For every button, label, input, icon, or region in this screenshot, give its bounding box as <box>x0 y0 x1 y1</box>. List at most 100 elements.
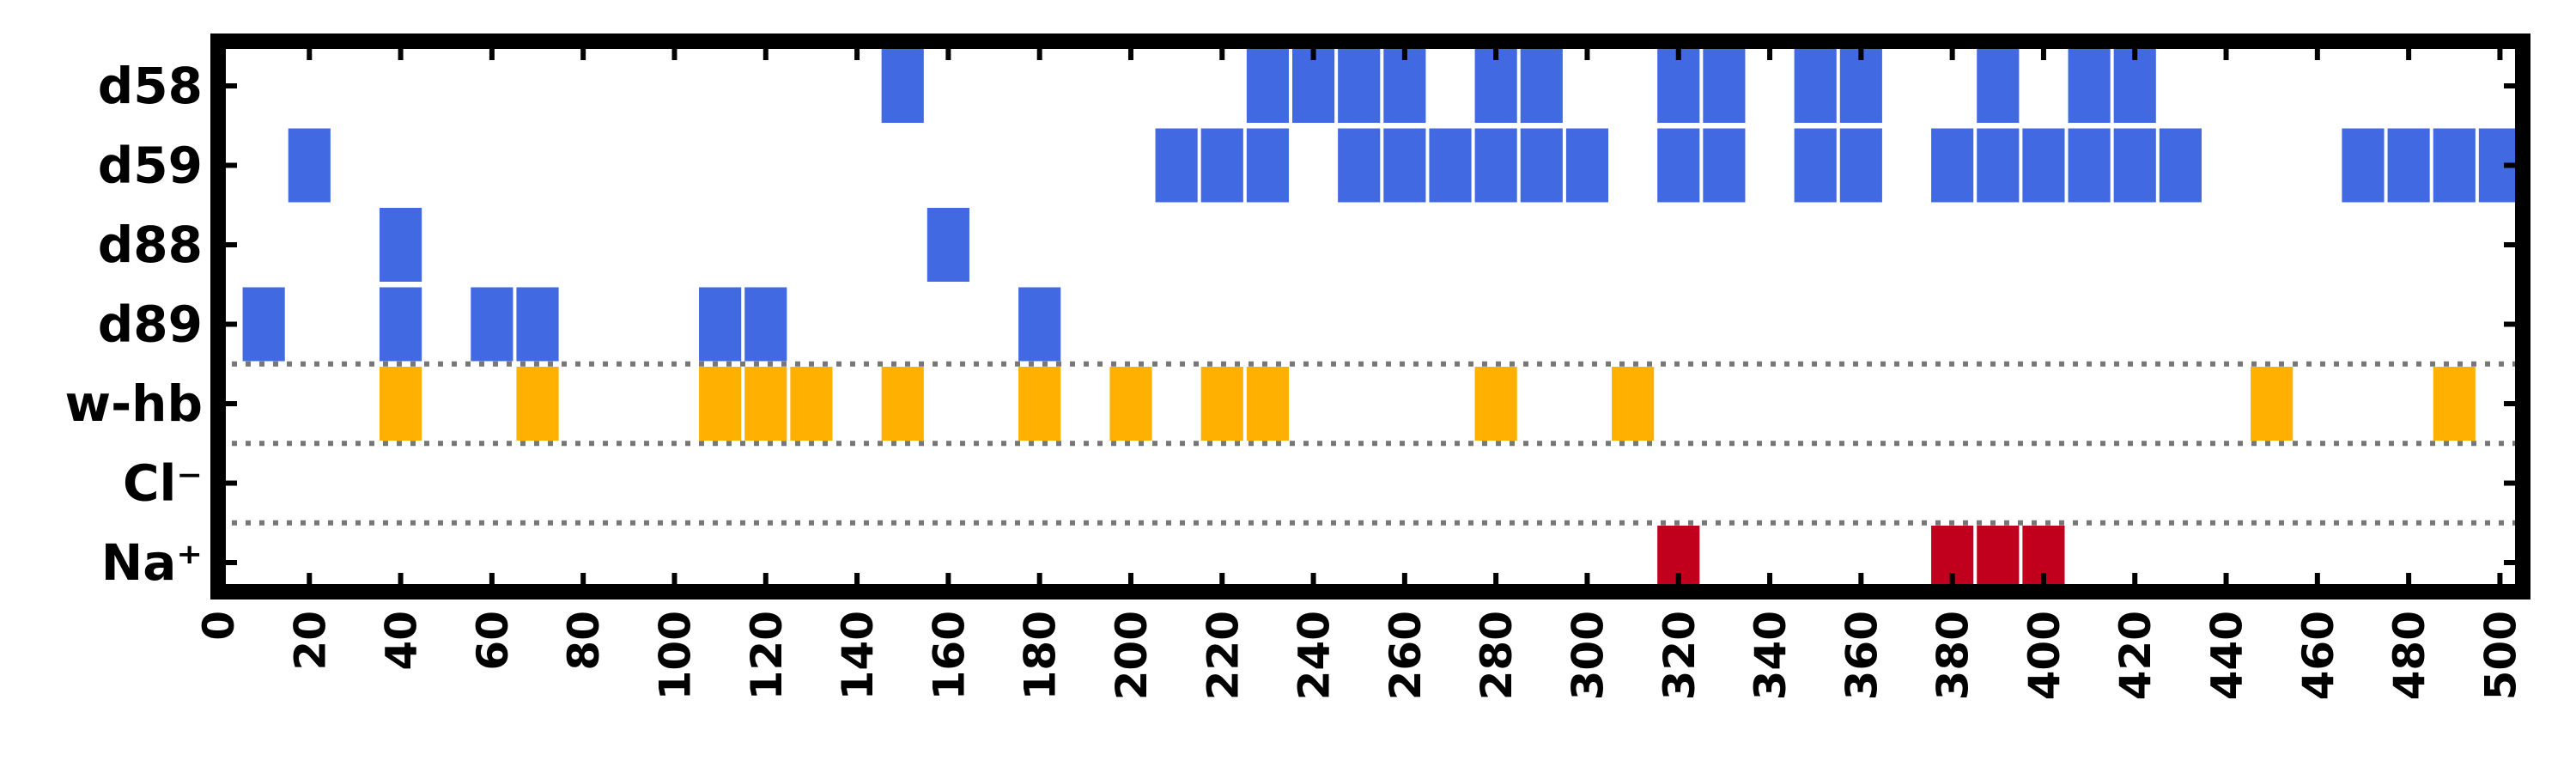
x-tick-label-40: 40 <box>377 611 427 671</box>
cell-d58-390 <box>1977 49 2020 123</box>
cell-w-hb-120 <box>744 367 787 441</box>
cell-d59-330 <box>1703 128 1746 203</box>
cell-d58-250 <box>1338 49 1381 123</box>
cell-w-hb-200 <box>1109 367 1152 441</box>
cell-d59-490 <box>2433 128 2476 203</box>
x-tick-label-380: 380 <box>1929 611 1978 700</box>
y-tick-label-cl: Cl⁻ <box>123 454 203 513</box>
x-tick-label-400: 400 <box>2020 611 2069 700</box>
cell-d89-180 <box>1018 287 1061 362</box>
y-tick-label-d59: d59 <box>98 137 203 195</box>
x-tick-label-120: 120 <box>742 611 792 700</box>
cell-d59-280 <box>1474 128 1517 203</box>
x-tick-label-140: 140 <box>833 611 883 700</box>
cell-d58-320 <box>1657 49 1700 123</box>
y-tick-label-na: Na⁺ <box>101 533 203 592</box>
x-tick-label-220: 220 <box>1198 611 1248 700</box>
x-tick-label-420: 420 <box>2111 611 2160 700</box>
cell-d89-70 <box>516 287 559 362</box>
cell-d58-290 <box>1520 49 1563 123</box>
cell-d59-220 <box>1200 128 1243 203</box>
cell-d59-360 <box>1839 128 1882 203</box>
cell-d59-260 <box>1383 128 1426 203</box>
cell-d59-320 <box>1657 128 1700 203</box>
cell-d58-420 <box>2113 49 2156 123</box>
x-tick-label-240: 240 <box>1290 611 1340 700</box>
cell-d89-40 <box>380 287 422 362</box>
cell-d58-230 <box>1246 49 1289 123</box>
x-tick-label-460: 460 <box>2293 611 2343 700</box>
x-tick-label-280: 280 <box>1472 611 1522 700</box>
cell-w-hb-450 <box>2251 367 2293 441</box>
y-tick-labels: d58 d59 d88 d89 w-hb Cl⁻ Na⁺ <box>65 57 203 592</box>
x-tick-label-80: 80 <box>559 611 609 671</box>
cell-d58-260 <box>1383 49 1426 123</box>
cell-d59-380 <box>1931 128 1974 203</box>
cell-w-hb-70 <box>516 367 559 441</box>
cell-d59-300 <box>1565 128 1609 203</box>
y-tick-label-d58: d58 <box>98 57 203 115</box>
cell-d89-60 <box>471 287 513 362</box>
x-tick-label-320: 320 <box>1655 611 1704 700</box>
cell-d89-10 <box>242 287 285 362</box>
x-tick-label-180: 180 <box>1016 611 1066 700</box>
cell-d59-350 <box>1794 128 1837 203</box>
cell-d59-410 <box>2068 128 2111 203</box>
cell-d89-120 <box>744 287 787 362</box>
cell-w-hb-280 <box>1474 367 1517 441</box>
cell-w-hb-110 <box>699 367 742 441</box>
cell-d58-240 <box>1291 49 1335 123</box>
cell-d59-230 <box>1246 128 1289 203</box>
cell-d59-390 <box>1977 128 2020 203</box>
cell-d59-210 <box>1155 128 1198 203</box>
cell-d59-480 <box>2387 128 2430 203</box>
x-tick-label-500: 500 <box>2476 611 2525 700</box>
tick-layer <box>216 41 2523 592</box>
x-tick-labels: 0 20 40 60 80 100 120 140 160 180 200 220 240 260 280 3… <box>194 611 2525 700</box>
x-tick-label-440: 440 <box>2202 611 2252 700</box>
cell-d59-430 <box>2159 128 2202 203</box>
cell-w-hb-180 <box>1018 367 1061 441</box>
x-tick-label-160: 160 <box>924 611 974 700</box>
cell-d58-330 <box>1703 49 1746 123</box>
cell-d88-160 <box>927 208 969 282</box>
cell-w-hb-40 <box>380 367 422 441</box>
cell-w-hb-230 <box>1246 367 1289 441</box>
x-tick-label-60: 60 <box>468 611 518 671</box>
x-tick-label-20: 20 <box>285 611 335 671</box>
plot-frame <box>210 33 2530 600</box>
x-tick-label-300: 300 <box>1563 611 1613 700</box>
x-tick-label-100: 100 <box>650 611 700 700</box>
y-tick-label-d89: d89 <box>98 295 203 354</box>
cell-d59-470 <box>2342 128 2385 203</box>
y-tick-label-d88: d88 <box>98 216 203 274</box>
cell-d59-290 <box>1520 128 1563 203</box>
cell-d89-110 <box>699 287 742 362</box>
x-tick-label-340: 340 <box>1746 611 1795 700</box>
x-tick-label-480: 480 <box>2385 611 2434 700</box>
cell-d59-400 <box>2022 128 2065 203</box>
cell-w-hb-490 <box>2433 367 2476 441</box>
cell-d59-250 <box>1338 128 1381 203</box>
cell-w-hb-150 <box>881 367 924 441</box>
cell-w-hb-130 <box>790 367 833 441</box>
cell-d58-360 <box>1839 49 1882 123</box>
x-tick-label-0: 0 <box>194 611 244 641</box>
separator-layer <box>218 361 2523 526</box>
cell-d58-350 <box>1794 49 1837 123</box>
x-tick-label-360: 360 <box>1837 611 1886 700</box>
y-tick-label-w-hb: w-hb <box>65 374 203 433</box>
cell-d59-20 <box>288 128 331 203</box>
cell-d88-40 <box>380 208 422 282</box>
x-tick-label-200: 200 <box>1107 611 1157 700</box>
cell-layer <box>242 49 2521 600</box>
cell-d58-410 <box>2068 49 2111 123</box>
cell-d58-280 <box>1474 49 1517 123</box>
cell-d58-150 <box>881 49 924 123</box>
cell-d59-270 <box>1429 128 1472 203</box>
x-tick-label-260: 260 <box>1381 611 1431 700</box>
cell-d59-420 <box>2113 128 2156 203</box>
cell-w-hb-310 <box>1612 367 1655 441</box>
cell-w-hb-220 <box>1200 367 1243 441</box>
